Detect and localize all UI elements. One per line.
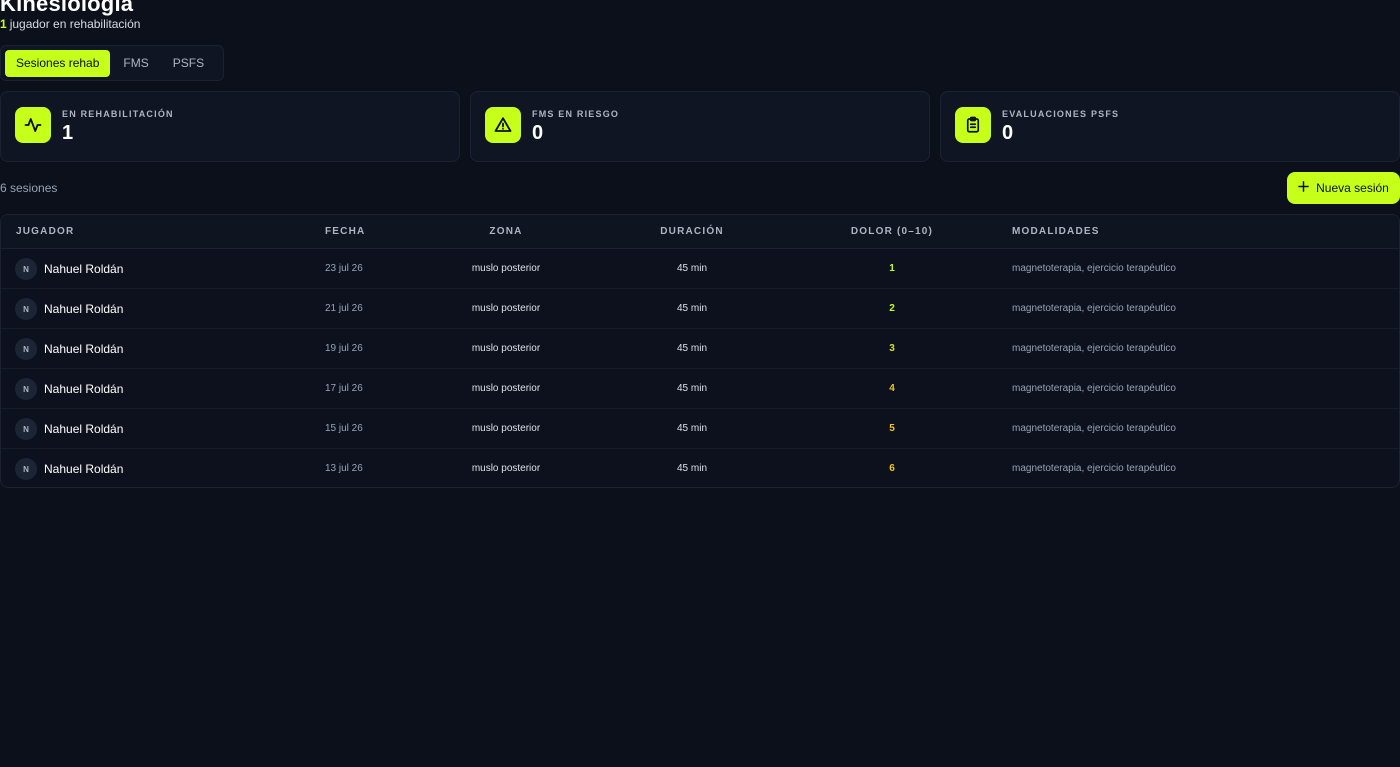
sessions-table: JUGADOR FECHA ZONA DURACIÓN DOLOR (0–10)… — [0, 214, 1400, 488]
sessions-count: 6 sesiones — [0, 181, 58, 195]
session-modalities: magnetoterapia, ejercicio terapéutico — [1012, 303, 1176, 314]
warning-icon — [485, 107, 521, 143]
session-modalities: magnetoterapia, ejercicio terapéutico — [1012, 383, 1176, 394]
session-duration: 45 min — [676, 343, 707, 354]
column-header-duracion[interactable]: DURACIÓN — [660, 226, 724, 237]
player-name[interactable]: Nahuel Roldán — [44, 382, 124, 396]
stat-label: EVALUACIONES PSFS — [1002, 109, 1120, 119]
page-subtitle: 1 jugador en rehabilitación — [0, 17, 140, 31]
pain-score: 4 — [889, 383, 895, 394]
tab-fms[interactable]: FMS — [123, 56, 149, 70]
tab-bar: Sesiones rehab FMS PSFS — [0, 45, 225, 81]
pain-score: 5 — [889, 423, 895, 434]
activity-icon — [15, 107, 51, 143]
table-row[interactable]: N Nahuel Roldán 23 jul 26 muslo posterio… — [1, 249, 1399, 289]
session-date: 21 jul 26 — [325, 303, 363, 314]
table-row[interactable]: N Nahuel Roldán 19 jul 26 muslo posterio… — [1, 329, 1399, 369]
session-modalities: magnetoterapia, ejercicio terapéutico — [1012, 423, 1176, 434]
session-zone: muslo posterior — [471, 303, 541, 314]
player-name[interactable]: Nahuel Roldán — [44, 302, 124, 316]
session-duration: 45 min — [676, 263, 707, 274]
stat-value: 0 — [532, 122, 544, 144]
avatar: N — [15, 338, 37, 360]
table-row[interactable]: N Nahuel Roldán 17 jul 26 muslo posterio… — [1, 369, 1399, 409]
rehab-count: 1 — [0, 17, 7, 31]
table-row[interactable]: N Nahuel Roldán 21 jul 26 muslo posterio… — [1, 289, 1399, 329]
session-modalities: magnetoterapia, ejercicio terapéutico — [1012, 263, 1176, 274]
session-zone: muslo posterior — [471, 263, 541, 274]
stat-card-fms-riesgo: FMS EN RIESGO 0 — [470, 91, 930, 162]
stat-card-evaluaciones-psfs: EVALUACIONES PSFS 0 — [940, 91, 1400, 162]
subtitle-text: jugador en rehabilitación — [9, 17, 141, 31]
session-date: 17 jul 26 — [325, 383, 363, 394]
pain-score: 1 — [889, 263, 895, 274]
column-header-modalidades[interactable]: MODALIDADES — [1012, 226, 1100, 237]
player-name[interactable]: Nahuel Roldán — [44, 462, 124, 476]
column-header-jugador[interactable]: JUGADOR — [16, 226, 75, 237]
clipboard-icon — [955, 107, 991, 143]
player-name[interactable]: Nahuel Roldán — [44, 262, 124, 276]
session-duration: 45 min — [676, 463, 707, 474]
column-header-fecha[interactable]: FECHA — [325, 226, 366, 237]
avatar: N — [15, 418, 37, 440]
pain-score: 2 — [889, 303, 895, 314]
session-date: 15 jul 26 — [325, 423, 363, 434]
stat-label: FMS EN RIESGO — [532, 109, 620, 119]
avatar: N — [15, 458, 37, 480]
stat-value: 1 — [62, 122, 74, 144]
pain-score: 6 — [889, 463, 895, 474]
tab-psfs[interactable]: PSFS — [172, 56, 205, 70]
session-duration: 45 min — [676, 423, 707, 434]
avatar: N — [15, 378, 37, 400]
session-zone: muslo posterior — [471, 343, 541, 354]
tab-sesiones-rehab[interactable]: Sesiones rehab — [5, 49, 111, 77]
session-zone: muslo posterior — [471, 423, 541, 434]
session-modalities: magnetoterapia, ejercicio terapéutico — [1012, 343, 1176, 354]
session-zone: muslo posterior — [471, 383, 541, 394]
table-row[interactable]: N Nahuel Roldán 15 jul 26 muslo posterio… — [1, 409, 1399, 449]
player-name[interactable]: Nahuel Roldán — [44, 342, 124, 356]
column-header-zona[interactable]: ZONA — [489, 226, 523, 237]
pain-score: 3 — [889, 343, 895, 354]
new-session-button[interactable]: Nueva sesión — [1287, 172, 1400, 204]
plus-icon — [1298, 181, 1309, 195]
avatar: N — [15, 298, 37, 320]
player-name[interactable]: Nahuel Roldán — [44, 422, 124, 436]
stat-card-rehabilitacion: EN REHABILITACIÓN 1 — [0, 91, 460, 162]
session-zone: muslo posterior — [471, 463, 541, 474]
new-session-label: Nueva sesión — [1316, 181, 1389, 195]
page-title: Kinesiología — [0, 0, 134, 16]
avatar: N — [15, 258, 37, 280]
session-modalities: magnetoterapia, ejercicio terapéutico — [1012, 463, 1176, 474]
column-header-dolor[interactable]: DOLOR (0–10) — [850, 226, 934, 237]
session-date: 13 jul 26 — [325, 463, 363, 474]
table-body: N Nahuel Roldán 23 jul 26 muslo posterio… — [1, 249, 1399, 487]
table-header: JUGADOR FECHA ZONA DURACIÓN DOLOR (0–10)… — [1, 215, 1399, 249]
table-row[interactable]: N Nahuel Roldán 13 jul 26 muslo posterio… — [1, 449, 1399, 487]
stat-value: 0 — [1002, 122, 1014, 144]
session-date: 23 jul 26 — [325, 263, 363, 274]
session-duration: 45 min — [676, 303, 707, 314]
session-duration: 45 min — [676, 383, 707, 394]
session-date: 19 jul 26 — [325, 343, 363, 354]
stat-label: EN REHABILITACIÓN — [62, 109, 174, 119]
